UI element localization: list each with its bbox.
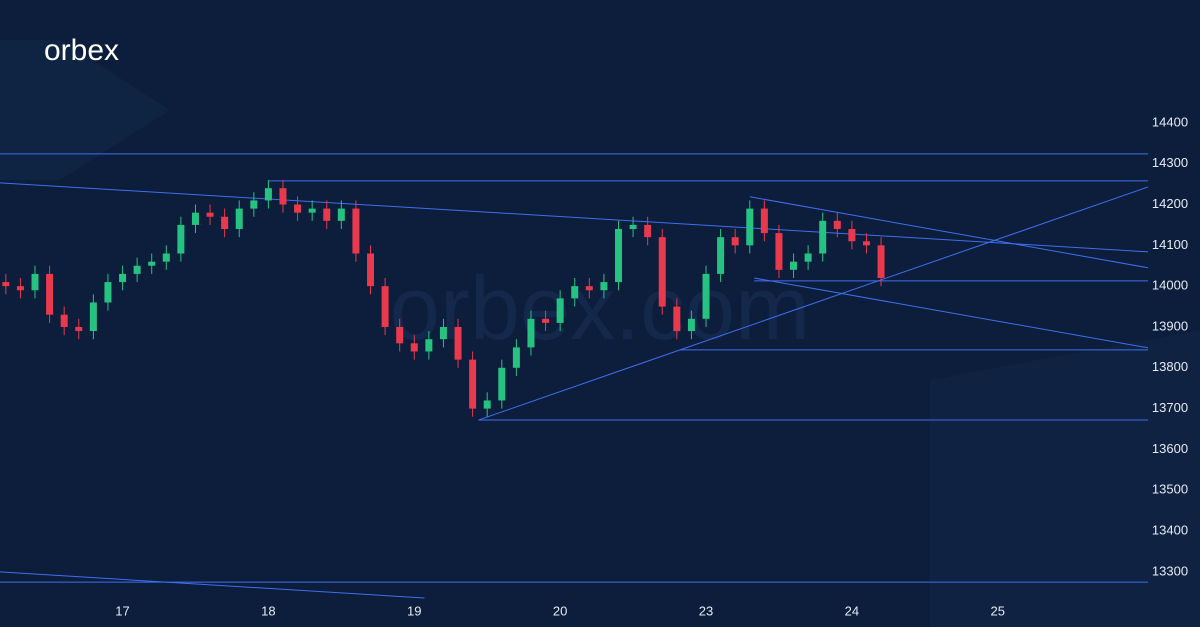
candle-body — [191, 212, 199, 225]
candle-body — [410, 343, 418, 352]
candle-body — [235, 208, 243, 230]
candle-body — [31, 273, 39, 291]
candle-body — [75, 326, 83, 332]
candle-body — [221, 216, 229, 230]
candle-body — [790, 261, 798, 270]
candle-body — [323, 208, 331, 221]
candle-body — [133, 265, 141, 274]
trend-line — [0, 182, 1149, 253]
candle-body — [381, 286, 389, 327]
candle-body — [177, 224, 185, 254]
candle-body — [89, 302, 97, 332]
trend-line — [478, 186, 1149, 421]
candle-body — [16, 286, 24, 291]
candle-body — [804, 253, 812, 262]
candle-body — [819, 220, 827, 254]
candle-body — [206, 212, 214, 217]
candle-body — [702, 273, 710, 319]
y-tick-label: 13800 — [1152, 359, 1188, 374]
decor — [0, 40, 170, 180]
trend-line — [754, 277, 1149, 349]
x-tick-label: 23 — [699, 603, 713, 618]
candle-body — [512, 347, 520, 368]
y-tick-label: 14200 — [1152, 196, 1188, 211]
candle-body — [46, 273, 54, 315]
y-tick-label: 14000 — [1152, 278, 1188, 293]
x-tick-label: 19 — [407, 603, 421, 618]
y-tick-label: 14400 — [1152, 114, 1188, 129]
candle-body — [483, 400, 491, 409]
candle-body — [833, 220, 841, 230]
y-tick-label: 13300 — [1152, 563, 1188, 578]
candle-body — [264, 188, 272, 201]
candle-body — [469, 359, 477, 409]
trend-line — [0, 571, 425, 599]
candle-body — [104, 282, 112, 303]
candle-body — [162, 253, 170, 262]
trend-line — [749, 196, 1149, 269]
x-tick-label: 17 — [115, 603, 129, 618]
candle-body — [60, 314, 68, 327]
x-tick-label: 24 — [845, 603, 859, 618]
candle-body — [731, 237, 739, 246]
candle-body — [542, 318, 550, 323]
candle-body — [775, 233, 783, 270]
candle-body — [454, 326, 462, 360]
candle-body — [877, 245, 885, 278]
candle-body — [717, 237, 725, 274]
candle-body — [673, 306, 681, 332]
y-tick-label: 14300 — [1152, 155, 1188, 170]
y-tick-label: 13900 — [1152, 318, 1188, 333]
candle-body — [425, 339, 433, 352]
watermark: orbex.com — [390, 259, 810, 359]
x-tick-label: 20 — [553, 603, 567, 618]
x-tick-label: 18 — [261, 603, 275, 618]
candle-body — [337, 208, 345, 221]
candle-body — [367, 253, 375, 287]
candle-body — [439, 326, 447, 340]
candle-body — [571, 286, 579, 299]
candle-body — [119, 273, 127, 283]
candle-body — [308, 208, 316, 213]
y-tick-label: 13700 — [1152, 400, 1188, 415]
candle-body — [687, 318, 695, 332]
candle-body — [527, 318, 535, 348]
y-tick-label: 13600 — [1152, 441, 1188, 456]
candle-body — [614, 229, 622, 283]
candle-body — [862, 241, 870, 246]
candle-body — [396, 326, 404, 344]
x-tick-label: 25 — [991, 603, 1005, 618]
candle-body — [629, 224, 637, 230]
candle-body — [279, 188, 287, 205]
candle-body — [760, 208, 768, 234]
y-tick-label: 13400 — [1152, 523, 1188, 538]
logo: orbex — [44, 34, 119, 67]
candle-body — [250, 200, 258, 209]
candle-body — [585, 286, 593, 291]
y-tick-label: 13500 — [1152, 482, 1188, 497]
y-tick-label: 14100 — [1152, 237, 1188, 252]
candle-body — [658, 237, 666, 307]
candle-body — [556, 298, 564, 323]
candle-body — [746, 208, 754, 246]
decor — [930, 330, 1200, 627]
candle-body — [352, 208, 360, 254]
candle-body — [2, 282, 10, 287]
candle-body — [148, 261, 156, 266]
candle-body — [498, 367, 506, 401]
candle-body — [294, 204, 302, 213]
candle-body — [600, 282, 608, 291]
candle-body — [848, 229, 856, 242]
candle-body — [644, 224, 652, 238]
